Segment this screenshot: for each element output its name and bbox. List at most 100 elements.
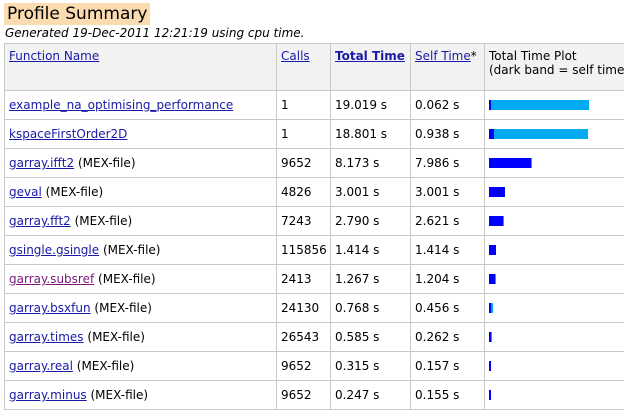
total-time-cell: 8.173 s — [331, 149, 411, 178]
total-time-cell: 0.315 s — [331, 352, 411, 381]
self-time-marker: * — [471, 49, 477, 63]
calls-cell: 1 — [277, 120, 331, 149]
page-title: Profile Summary — [4, 3, 150, 25]
function-link[interactable]: garray.times — [9, 330, 84, 344]
function-name-cell: garray.minus (MEX-file) — [5, 381, 277, 410]
function-link[interactable]: kspaceFirstOrder2D — [9, 127, 127, 141]
self-time-bar — [489, 187, 505, 197]
function-link[interactable]: garray.subsref — [9, 272, 94, 286]
time-plot-cell — [485, 265, 624, 294]
self-time-cell: 0.262 s — [411, 323, 485, 352]
function-type: (MEX-file) — [91, 388, 149, 402]
function-name-cell: garray.ifft2 (MEX-file) — [5, 149, 277, 178]
function-name-cell: garray.times (MEX-file) — [5, 323, 277, 352]
function-type: (MEX-file) — [75, 214, 133, 228]
profile-table: Function Name Calls Total Time Self Time… — [4, 43, 624, 410]
total-time-cell: 3.001 s — [331, 178, 411, 207]
self-time-bar — [489, 390, 491, 400]
function-link[interactable]: geval — [9, 185, 42, 199]
calls-cell: 9652 — [277, 381, 331, 410]
time-plot-cell — [485, 352, 624, 381]
total-time-bar — [489, 100, 589, 110]
function-link[interactable]: garray.ifft2 — [9, 156, 74, 170]
calls-cell: 115856 — [277, 236, 331, 265]
sort-by-self-time-link[interactable]: Self Time — [415, 49, 471, 63]
calls-cell: 7243 — [277, 207, 331, 236]
self-time-cell: 0.157 s — [411, 352, 485, 381]
total-time-bar — [489, 129, 588, 139]
time-plot-cell — [485, 120, 624, 149]
function-type: (MEX-file) — [77, 359, 135, 373]
function-type: (MEX-file) — [78, 156, 136, 170]
function-link[interactable]: garray.minus — [9, 388, 87, 402]
self-time-bar — [489, 274, 495, 284]
function-link[interactable]: garray.real — [9, 359, 73, 373]
self-time-bar — [489, 245, 496, 255]
plot-header-line2: (dark band = self time) — [489, 63, 620, 77]
calls-cell: 26543 — [277, 323, 331, 352]
calls-cell: 9652 — [277, 149, 331, 178]
self-time-cell: 3.001 s — [411, 178, 485, 207]
total-time-cell: 1.267 s — [331, 265, 411, 294]
function-name-cell: garray.bsxfun (MEX-file) — [5, 294, 277, 323]
col-total-time: Total Time — [331, 44, 411, 91]
total-time-cell: 0.768 s — [331, 294, 411, 323]
time-plot-cell — [485, 178, 624, 207]
self-time-cell: 0.456 s — [411, 294, 485, 323]
time-plot-cell — [485, 91, 624, 120]
col-function-name: Function Name — [5, 44, 277, 91]
calls-cell: 1 — [277, 91, 331, 120]
generated-info: Generated 19-Dec-2011 12:21:19 using cpu… — [5, 26, 304, 40]
function-link[interactable]: example_na_optimising_performance — [9, 98, 233, 112]
total-time-cell: 18.801 s — [331, 120, 411, 149]
time-plot-cell — [485, 381, 624, 410]
self-time-cell: 0.062 s — [411, 91, 485, 120]
col-total-time-plot: Total Time Plot (dark band = self time) — [485, 44, 624, 91]
self-time-cell: 0.155 s — [411, 381, 485, 410]
function-name-cell: gsingle.gsingle (MEX-file) — [5, 236, 277, 265]
self-time-cell: 1.204 s — [411, 265, 485, 294]
sort-by-calls-link[interactable]: Calls — [281, 49, 310, 63]
total-time-cell: 19.019 s — [331, 91, 411, 120]
function-link[interactable]: garray.bsxfun — [9, 301, 91, 315]
total-time-cell: 1.414 s — [331, 236, 411, 265]
calls-cell: 2413 — [277, 265, 331, 294]
function-name-cell: example_na_optimising_performance — [5, 91, 277, 120]
function-link[interactable]: gsingle.gsingle — [9, 243, 99, 257]
total-time-cell: 2.790 s — [331, 207, 411, 236]
function-name-cell: garray.fft2 (MEX-file) — [5, 207, 277, 236]
calls-cell: 24130 — [277, 294, 331, 323]
function-link[interactable]: garray.fft2 — [9, 214, 71, 228]
total-time-cell: 0.247 s — [331, 381, 411, 410]
time-plot-cell — [485, 236, 624, 265]
col-calls: Calls — [277, 44, 331, 91]
sort-by-function-name-link[interactable]: Function Name — [9, 49, 99, 63]
time-plot-cell — [485, 149, 624, 178]
self-time-cell: 0.938 s — [411, 120, 485, 149]
self-time-bar — [489, 303, 491, 313]
calls-cell: 9652 — [277, 352, 331, 381]
self-time-bar — [489, 100, 491, 110]
function-name-cell: garray.subsref (MEX-file) — [5, 265, 277, 294]
time-plot-cell — [485, 323, 624, 352]
function-type: (MEX-file) — [94, 301, 152, 315]
function-type: (MEX-file) — [46, 185, 104, 199]
function-name-cell: kspaceFirstOrder2D — [5, 120, 277, 149]
table-header-row: Function Name Calls Total Time Self Time… — [5, 44, 624, 91]
col-self-time: Self Time* — [411, 44, 485, 91]
function-name-cell: garray.real (MEX-file) — [5, 352, 277, 381]
self-time-bar — [489, 332, 491, 342]
time-plot-cell — [485, 207, 624, 236]
self-time-cell: 7.986 s — [411, 149, 485, 178]
self-time-cell: 2.621 s — [411, 207, 485, 236]
function-type: (MEX-file) — [98, 272, 156, 286]
sort-by-total-time-link[interactable]: Total Time — [335, 49, 405, 63]
